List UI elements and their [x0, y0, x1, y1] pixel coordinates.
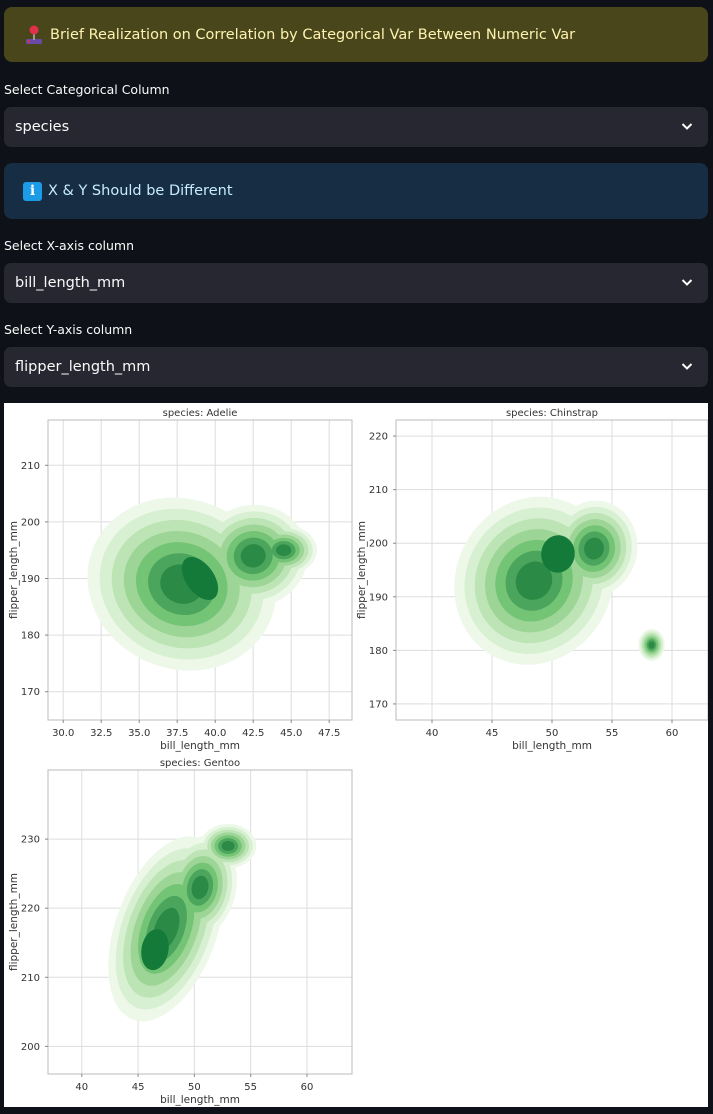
x-axis-column-value: bill_length_mm: [15, 275, 126, 291]
y-tick-label: 230: [21, 835, 40, 846]
x-tick-label: 60: [301, 1082, 314, 1093]
y-axis-column-label: Select Y-axis column: [4, 322, 133, 337]
y-tick-label: 210: [21, 461, 40, 472]
y-axis-label: flipper_length_mm: [8, 873, 20, 971]
facet-panel: 30.0 32.5 35.0 37.5 40.0 42.5 45.0 47.5 170 180 19…: [8, 408, 353, 752]
x-tick-label: 50: [188, 1082, 201, 1093]
y-tick-label: 200: [369, 539, 388, 550]
kde-level: [275, 544, 292, 557]
x-axis-column-label: Select X-axis column: [4, 238, 135, 253]
joystick-icon: [26, 25, 42, 44]
y-axis-label: flipper_length_mm: [8, 521, 20, 619]
x-tick-label: 60: [666, 728, 679, 739]
x-tick-label: 35.0: [128, 728, 150, 739]
header-banner: Brief Realization on Correlation by Cate…: [4, 7, 708, 62]
x-tick-label: 30.0: [52, 728, 74, 739]
kde-peak: [541, 535, 575, 573]
y-axis-label: flipper_length_mm: [356, 521, 368, 619]
page-title: Brief Realization on Correlation by Cate…: [50, 26, 576, 43]
y-tick-label: 200: [21, 517, 40, 528]
x-tick-label: 40: [426, 728, 439, 739]
y-tick-label: 220: [21, 904, 40, 915]
info-message: X & Y Should be Different: [48, 183, 233, 199]
axes-frame: [47, 419, 353, 721]
categorical-column-label: Select Categorical Column: [4, 82, 170, 97]
facet-panel: 40 45 50 55 60 200 210 220 230 species: Gentoo bil…: [8, 758, 353, 1106]
x-axis-label: bill_length_mm: [160, 740, 240, 752]
x-tick-label: 50: [546, 728, 559, 739]
categorical-column-select[interactable]: species: [4, 107, 708, 147]
kde-contours: [454, 496, 665, 665]
kde-level: [191, 875, 209, 900]
info-alert: i X & Y Should be Different: [4, 163, 708, 219]
x-tick-label: 55: [244, 1082, 257, 1093]
panel-title: species: Gentoo: [160, 758, 240, 769]
info-icon: i: [23, 181, 42, 201]
kde-contours: [108, 823, 257, 1022]
kde-peak: [181, 556, 219, 601]
chevron-down-icon: [681, 363, 693, 370]
x-tick-label: 45: [486, 728, 499, 739]
y-tick-label: 170: [369, 699, 388, 710]
y-tick-label: 180: [369, 646, 388, 657]
panel-title: species: Adelie: [163, 408, 238, 419]
x-tick-label: 55: [606, 728, 619, 739]
kde-facet-chart: 30.0 32.5 35.0 37.5 40.0 42.5 45.0 47.5 170 180 19…: [4, 403, 708, 1107]
axes-frame: [47, 769, 353, 1075]
kde-level: [221, 840, 235, 852]
y-tick-label: 180: [21, 631, 40, 642]
categorical-column-value: species: [15, 119, 70, 135]
x-tick-label: 40.0: [204, 728, 226, 739]
kde-peak: [141, 929, 169, 971]
kde-level: [240, 544, 266, 568]
y-axis-column-select[interactable]: flipper_length_mm: [4, 347, 708, 387]
x-tick-label: 40: [75, 1082, 88, 1093]
x-tick-label: 47.5: [318, 728, 340, 739]
chevron-down-icon: [681, 279, 693, 286]
chevron-down-icon: [681, 123, 693, 130]
y-tick-label: 210: [369, 485, 388, 496]
kde-level: [648, 641, 655, 649]
y-tick-label: 190: [21, 574, 40, 585]
y-tick-label: 170: [21, 687, 40, 698]
y-axis-column-value: flipper_length_mm: [15, 359, 151, 375]
x-axis-label: bill_length_mm: [512, 740, 592, 752]
x-tick-label: 45.0: [280, 728, 302, 739]
kde-facet-svg: 30.0 32.5 35.0 37.5 40.0 42.5 45.0 47.5 170 180 19…: [8, 408, 708, 1106]
y-tick-label: 220: [369, 432, 388, 443]
y-tick-label: 200: [21, 1042, 40, 1053]
x-tick-label: 42.5: [242, 728, 264, 739]
panel-title: species: Chinstrap: [506, 408, 598, 419]
x-axis-label: bill_length_mm: [160, 1094, 240, 1106]
kde-level: [515, 561, 553, 600]
y-tick-label: 190: [369, 592, 388, 603]
kde-contours: [87, 497, 318, 671]
x-axis-column-select[interactable]: bill_length_mm: [4, 263, 708, 303]
x-tick-label: 37.5: [166, 728, 188, 739]
kde-level: [584, 537, 604, 560]
x-tick-label: 32.5: [90, 728, 112, 739]
x-tick-label: 45: [132, 1082, 145, 1093]
facet-panel: 40 45 50 55 60 170 180 190 200 210 220 species: Chi…: [356, 408, 708, 752]
y-tick-label: 210: [21, 973, 40, 984]
